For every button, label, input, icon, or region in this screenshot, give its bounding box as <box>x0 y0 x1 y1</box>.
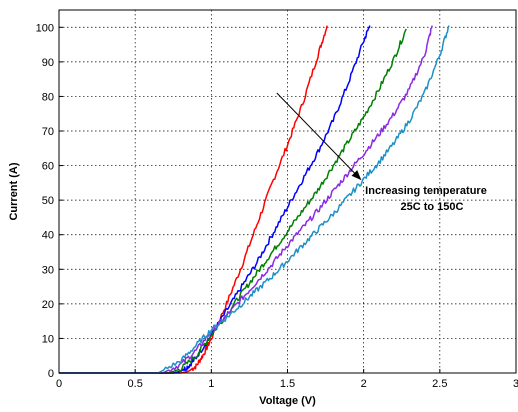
x-axis-label: Voltage (V) <box>259 395 316 407</box>
x-tick-label: 2 <box>361 378 367 390</box>
series-line-3 <box>59 28 407 374</box>
y-tick-label: 100 <box>36 22 54 34</box>
y-tick-label: 10 <box>42 333 54 345</box>
x-tick-label: 0 <box>56 378 62 390</box>
x-tick-label: 0.5 <box>128 378 143 390</box>
annotation-line-1: Increasing temperature <box>365 185 487 197</box>
series-line-5 <box>59 25 450 374</box>
y-tick-label: 0 <box>48 368 54 380</box>
x-tick-label: 1 <box>208 378 214 390</box>
y-tick-label: 20 <box>42 299 54 311</box>
series-line-1 <box>59 25 328 374</box>
grid <box>59 10 516 373</box>
y-axis-label: Current (A) <box>8 162 20 220</box>
y-tick-label: 90 <box>42 57 54 69</box>
annotation-line-2: 25C to 150C <box>401 201 464 213</box>
series-line-4 <box>59 25 433 374</box>
x-tick-label: 1.5 <box>280 378 295 390</box>
series-layer <box>59 25 450 374</box>
y-tick-label: 40 <box>42 230 54 242</box>
x-tick-label: 3 <box>513 378 518 390</box>
y-tick-label: 80 <box>42 91 54 103</box>
series-line-2 <box>59 25 371 374</box>
annotation-arrow <box>276 92 362 181</box>
x-tick-label: 2.5 <box>432 378 447 390</box>
y-tick-label: 70 <box>42 126 54 138</box>
y-tick-label: 30 <box>42 264 54 276</box>
y-tick-label: 50 <box>42 195 54 207</box>
y-tick-label: 60 <box>42 161 54 173</box>
